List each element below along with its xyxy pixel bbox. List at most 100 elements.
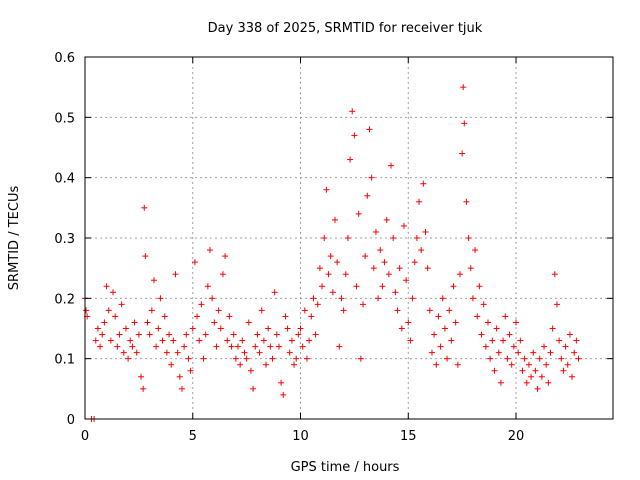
- data-point: [478, 331, 485, 338]
- data-point: [174, 349, 181, 356]
- data-point: [185, 355, 192, 362]
- data-point: [280, 391, 287, 398]
- data-point: [241, 349, 248, 356]
- data-point: [170, 337, 177, 344]
- data-point: [482, 343, 489, 350]
- data-point: [379, 283, 386, 290]
- data-point: [135, 331, 142, 338]
- data-point: [254, 331, 261, 338]
- data-point: [314, 301, 321, 308]
- data-point: [364, 192, 371, 199]
- data-point: [239, 337, 246, 344]
- data-point: [319, 283, 326, 290]
- data-point: [418, 247, 425, 254]
- data-point: [252, 343, 259, 350]
- data-point: [381, 259, 388, 266]
- data-point: [243, 355, 250, 362]
- data-point: [536, 355, 543, 362]
- data-point: [297, 325, 304, 332]
- data-point: [476, 283, 483, 290]
- data-point: [532, 367, 539, 374]
- data-point: [558, 355, 565, 362]
- data-point: [269, 355, 276, 362]
- data-point: [83, 307, 90, 314]
- data-point: [131, 319, 138, 326]
- data-point: [329, 289, 336, 296]
- x-tick-label: 20: [508, 429, 525, 444]
- data-point: [112, 313, 119, 320]
- y-tick-label: 0.1: [54, 353, 75, 368]
- data-point: [148, 307, 155, 314]
- data-point: [133, 349, 140, 356]
- data-point: [405, 319, 412, 326]
- data-points: [82, 84, 582, 422]
- data-point: [321, 235, 328, 241]
- data-point: [334, 259, 341, 266]
- data-point: [284, 325, 291, 332]
- data-point: [278, 379, 285, 386]
- data-point: [166, 331, 173, 338]
- data-point: [461, 120, 468, 127]
- data-point: [370, 265, 377, 272]
- data-point: [523, 379, 530, 386]
- x-tick-label: 15: [400, 429, 417, 444]
- data-point: [493, 325, 500, 332]
- data-point: [299, 343, 306, 350]
- data-point: [288, 337, 295, 344]
- data-point: [454, 361, 461, 368]
- data-point: [189, 325, 196, 332]
- data-point: [316, 265, 323, 272]
- data-point: [295, 331, 302, 338]
- data-point: [142, 253, 149, 260]
- data-point: [480, 301, 487, 308]
- data-point: [362, 253, 369, 260]
- data-point: [398, 325, 405, 332]
- data-point: [336, 343, 343, 350]
- data-point: [560, 367, 567, 374]
- data-point: [327, 253, 334, 260]
- data-point: [452, 319, 459, 326]
- data-point: [551, 271, 558, 278]
- data-point: [118, 301, 125, 308]
- data-point: [138, 373, 145, 380]
- data-point: [439, 295, 446, 302]
- data-point: [219, 271, 226, 278]
- data-point: [155, 325, 162, 332]
- data-point: [549, 325, 556, 332]
- data-point: [347, 156, 354, 163]
- data-point: [566, 331, 573, 338]
- data-point: [256, 349, 263, 356]
- data-point: [502, 313, 509, 320]
- data-point: [489, 337, 496, 344]
- data-point: [459, 150, 466, 157]
- data-point: [176, 373, 183, 380]
- data-point: [187, 367, 194, 374]
- data-point: [357, 355, 364, 362]
- data-point: [303, 355, 310, 362]
- data-point: [437, 343, 444, 350]
- data-point: [456, 271, 463, 278]
- data-point: [101, 319, 108, 326]
- data-point: [153, 343, 160, 350]
- data-point: [463, 198, 470, 205]
- data-point: [224, 337, 231, 344]
- data-point: [448, 337, 455, 344]
- data-point: [396, 265, 403, 272]
- x-tick-label: 10: [292, 429, 309, 444]
- data-point: [291, 361, 298, 368]
- data-point: [150, 277, 157, 284]
- data-point: [469, 295, 476, 302]
- data-point: [564, 361, 571, 368]
- data-point: [235, 343, 242, 350]
- data-point: [416, 198, 423, 205]
- data-point: [178, 385, 185, 392]
- data-point: [485, 319, 492, 326]
- y-tick-label: 0: [67, 413, 75, 428]
- data-point: [310, 295, 317, 302]
- data-point: [237, 361, 244, 368]
- data-point: [331, 216, 338, 223]
- chart-title: Day 338 of 2025, SRMTID for receiver tju…: [208, 21, 483, 36]
- data-point: [444, 355, 451, 362]
- data-point: [168, 361, 175, 368]
- data-point: [460, 84, 467, 91]
